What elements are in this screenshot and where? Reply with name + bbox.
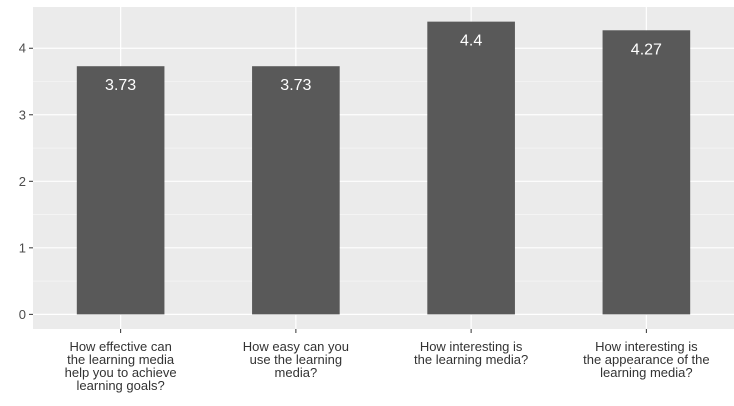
bar [602, 30, 691, 315]
data-label: 4.4 [460, 33, 482, 50]
x-tick-label-line: learning media? [600, 365, 693, 380]
x-tick-label: How interesting is the appearance of the l… [583, 339, 710, 380]
x-tick-label: How interesting is the learning media? [414, 339, 528, 367]
x-tick-label-line: the appearance of the [583, 352, 710, 367]
x-tick-label: How easy can you use the learning media? [243, 339, 349, 380]
x-tick-label-line: How effective can [69, 339, 171, 354]
x-axis: How effective can the learning media help … [65, 329, 710, 393]
bar [76, 66, 165, 315]
data-labels: 3.73 3.73 4.4 4.27 [105, 33, 662, 95]
x-tick-label: How effective can the learning media help … [65, 339, 177, 393]
bars [76, 21, 691, 315]
y-tick-label: 1 [19, 240, 26, 255]
data-label: 3.73 [280, 77, 311, 94]
x-tick-label-line: use the learning [250, 352, 343, 367]
x-tick-label-line: How easy can you [243, 339, 349, 354]
y-tick-label: 3 [19, 107, 26, 122]
y-axis: 0 1 2 3 4 [19, 41, 33, 322]
y-tick-label: 2 [19, 174, 26, 189]
data-label: 4.27 [631, 41, 662, 58]
x-tick-label-line: help you to achieve [65, 365, 177, 380]
bar [252, 66, 340, 315]
bar [427, 21, 515, 315]
x-tick-label-line: learning goals? [77, 378, 165, 393]
x-tick-label-line: media? [275, 365, 318, 380]
y-tick-label: 4 [19, 41, 26, 56]
x-tick-label-line: How interesting is [595, 339, 698, 354]
x-tick-label-line: How interesting is [420, 339, 523, 354]
y-tick-label: 0 [19, 307, 26, 322]
x-tick-label-line: the learning media? [414, 352, 528, 367]
data-label: 3.73 [105, 77, 136, 94]
x-tick-label-line: the learning media [67, 352, 175, 367]
